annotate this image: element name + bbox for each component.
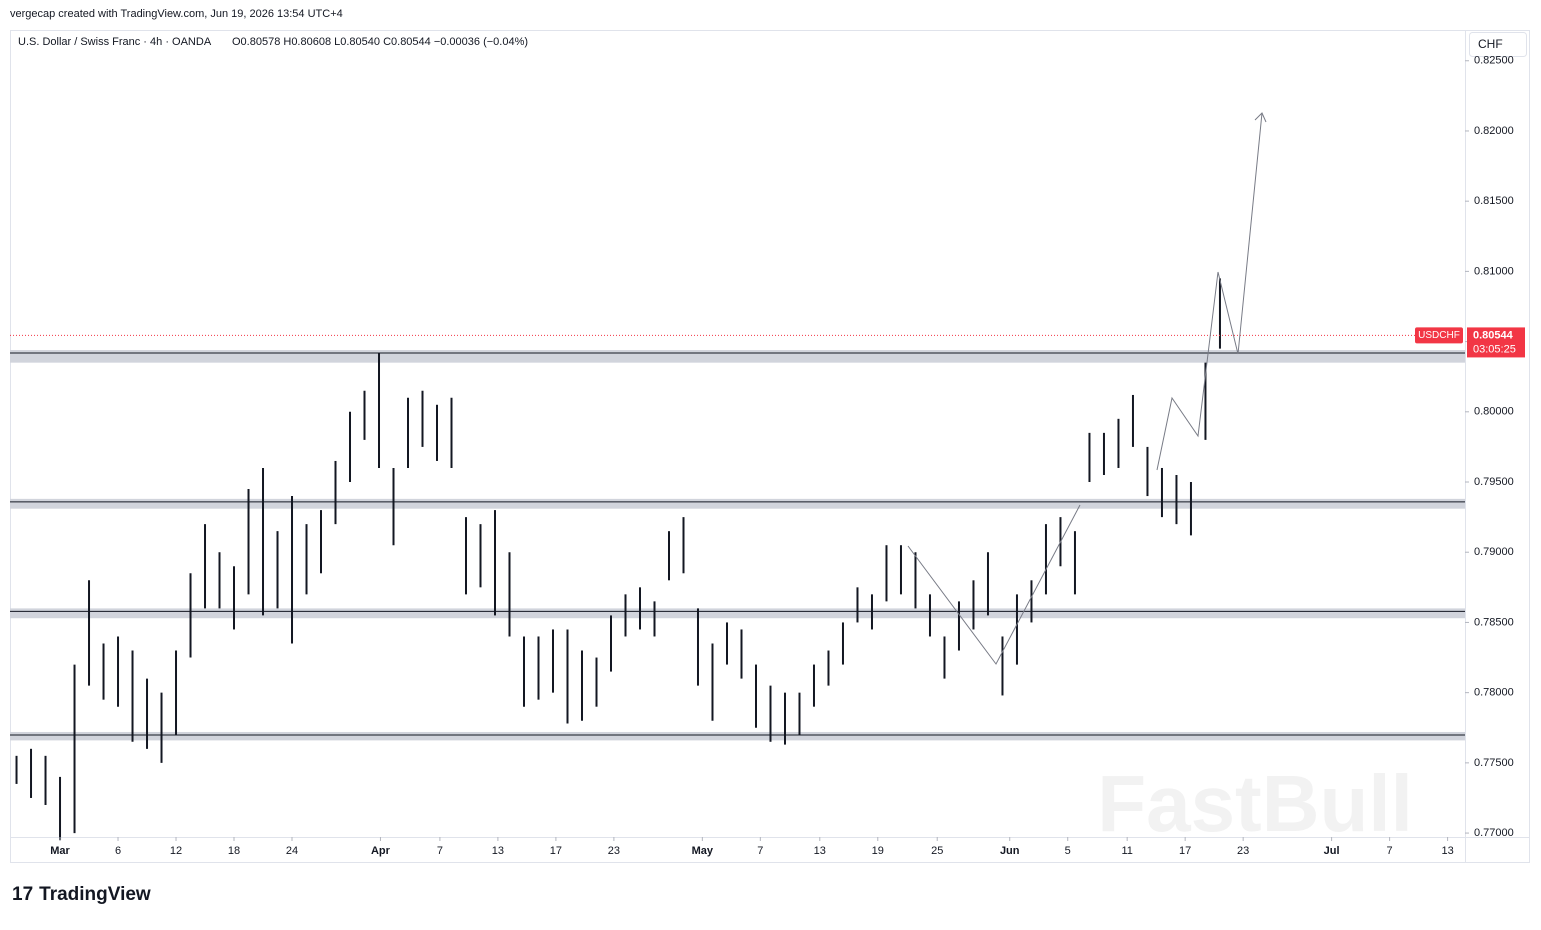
projection-path — [907, 504, 1081, 665]
currency-button[interactable] — [1469, 32, 1527, 57]
projection-path — [1156, 112, 1263, 471]
y-tick-label: 0.79000 — [1474, 546, 1514, 558]
x-tick-label: May — [692, 845, 714, 857]
symbol-label: USDCHF — [1418, 330, 1460, 341]
frame — [10, 30, 1530, 863]
chart-title: U.S. Dollar / Swiss Franc · 4h · OANDA — [18, 36, 212, 48]
x-tick-label: 17 — [550, 845, 562, 857]
x-tick-label: 12 — [170, 845, 182, 857]
y-tick-label: 0.77500 — [1474, 757, 1514, 769]
x-tick-label: 7 — [437, 845, 443, 857]
x-tick-label: 11 — [1121, 845, 1132, 857]
x-tick-label: 13 — [1441, 845, 1453, 857]
ohlc-readout: O0.80578 H0.80608 L0.80540 C0.80544 −0.0… — [232, 36, 528, 48]
y-tick-label: 0.80000 — [1474, 406, 1514, 418]
credit: vergecap created with TradingView.com, J… — [10, 8, 343, 20]
x-tick-label: 18 — [228, 845, 240, 857]
x-tick-label: 23 — [1237, 845, 1249, 857]
zone — [10, 731, 1465, 741]
x-tick-label: Mar — [50, 845, 70, 857]
y-tick-label: 0.81000 — [1474, 265, 1514, 277]
y-tick-label: 0.81500 — [1474, 195, 1514, 207]
x-tick-label: Jul — [1324, 845, 1340, 857]
y-tick-label: 0.82000 — [1474, 125, 1514, 137]
x-tick-label: 6 — [115, 845, 121, 857]
y-tick-label: 0.82500 — [1474, 55, 1514, 67]
x-tick-label: 25 — [931, 845, 943, 857]
x-tick-label: 5 — [1065, 845, 1071, 857]
logo-text: TradingView — [39, 884, 151, 905]
last-price-label: 0.80544 — [1473, 329, 1514, 341]
countdown: 03:05:25 — [1473, 343, 1516, 355]
x-tick-label: 7 — [757, 845, 763, 857]
symbol-badge — [1415, 327, 1463, 344]
y-tick-label: 0.79500 — [1474, 476, 1514, 488]
plot — [10, 278, 1465, 841]
zone — [10, 350, 1465, 363]
x-tick-label: Jun — [1000, 845, 1020, 857]
footer-logo: 17 TradingView — [12, 884, 151, 905]
zone — [10, 608, 1465, 619]
x-tick-label: 19 — [872, 845, 884, 857]
x-tick-label: 23 — [608, 845, 620, 857]
currency-label: CHF — [1478, 37, 1503, 51]
x-tick-label: 13 — [814, 845, 826, 857]
y-tick-label: 0.78000 — [1474, 687, 1514, 699]
x-tick-label: Apr — [371, 845, 391, 857]
logo-mark: 17 — [12, 884, 33, 905]
projection-arrowhead — [1254, 112, 1267, 123]
zone — [10, 498, 1465, 509]
x-tick-label: 7 — [1387, 845, 1393, 857]
y-tick-label: 0.78500 — [1474, 616, 1514, 628]
watermark: FastBull — [1097, 759, 1413, 848]
x-tick-label: 13 — [492, 845, 504, 857]
x-tick-label: 24 — [286, 845, 298, 857]
x-tick-label: 17 — [1179, 845, 1191, 857]
y-tick-label: 0.77000 — [1474, 827, 1514, 839]
price-badge — [1467, 327, 1525, 358]
